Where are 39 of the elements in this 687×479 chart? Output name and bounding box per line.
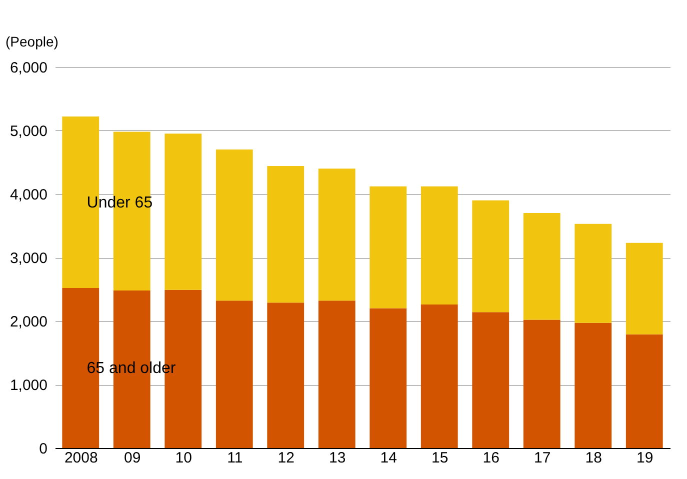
x-tick-label: 19 bbox=[636, 450, 654, 466]
bar bbox=[472, 200, 510, 312]
bar bbox=[164, 134, 202, 290]
bar bbox=[523, 213, 560, 320]
bar bbox=[318, 300, 356, 448]
x-tick-label: 12 bbox=[278, 450, 294, 466]
bar bbox=[216, 300, 253, 448]
y-tick-label: 1,000 bbox=[10, 377, 48, 394]
y-tick-label: 0 bbox=[39, 440, 48, 458]
bar bbox=[472, 312, 510, 448]
x-tick-label: 11 bbox=[227, 450, 243, 466]
x-tick-label: 15 bbox=[432, 450, 448, 466]
bar bbox=[420, 304, 458, 448]
y-tick-label: 2,000 bbox=[10, 314, 48, 330]
y-tick-label: 6,000 bbox=[10, 60, 48, 76]
bar bbox=[370, 186, 407, 308]
x-tick-label: 13 bbox=[329, 450, 346, 466]
bar bbox=[267, 166, 304, 303]
y-tick-label: 5,000 bbox=[10, 123, 48, 140]
x-tick-label: 18 bbox=[585, 450, 602, 466]
bar bbox=[267, 302, 304, 448]
bar bbox=[370, 308, 407, 448]
bar bbox=[626, 334, 663, 448]
x-tick-label: 17 bbox=[534, 450, 551, 466]
x-tick-label: 10 bbox=[175, 450, 192, 466]
y-axis-title: (People) bbox=[6, 34, 58, 50]
bar bbox=[318, 168, 356, 301]
x-tick-label: 2008 bbox=[64, 450, 98, 466]
bar bbox=[574, 224, 612, 323]
x-tick-label: 14 bbox=[380, 450, 397, 466]
bar bbox=[574, 322, 612, 448]
y-tick-label: 3,000 bbox=[10, 250, 48, 267]
y-tick-label: 4,000 bbox=[10, 186, 48, 204]
x-tick-label: 16 bbox=[482, 450, 500, 466]
bar bbox=[420, 186, 458, 304]
bar bbox=[523, 320, 560, 448]
x-tick-label: 09 bbox=[124, 450, 141, 466]
bar bbox=[216, 150, 253, 301]
bar bbox=[626, 242, 663, 334]
